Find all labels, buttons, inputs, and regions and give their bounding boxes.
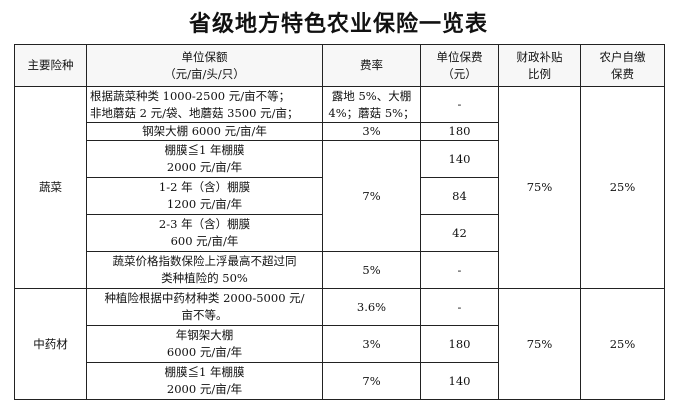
rate-cell: 3% bbox=[322, 122, 421, 141]
self-pay-herbs: 25% bbox=[580, 288, 665, 400]
rate-cell: 7% bbox=[322, 362, 421, 400]
self-pay-vegetables: 25% bbox=[580, 86, 665, 289]
rate-cell-film: 7% bbox=[322, 140, 421, 252]
header-self-pay-line2: 保费 bbox=[611, 66, 634, 81]
amount-cell: 1-2 年（含）棚膜 1200 元/亩/年 bbox=[86, 177, 323, 215]
category-vegetables: 蔬菜 bbox=[14, 86, 87, 289]
rate-cell: 3% bbox=[322, 325, 421, 363]
amount-cell: 2-3 年（含）棚膜 600 元/亩/年 bbox=[86, 214, 323, 252]
header-premium-line1: 单位保费 bbox=[436, 49, 483, 64]
insurance-table: 主要险种 单位保额 （元/亩/头/只） 费率 单位保费 （元） 财政补贴 比例 … bbox=[14, 44, 665, 400]
amount-line: 2000 元/亩/年 bbox=[166, 382, 243, 396]
amount-line: 棚膜≦1 年棚膜 bbox=[164, 365, 245, 379]
header-premium-line2: （元） bbox=[442, 66, 477, 81]
subsidy-vegetables: 75% bbox=[498, 86, 581, 289]
header-rate: 费率 bbox=[322, 44, 421, 87]
header-unit-amount-line1: 单位保额 bbox=[181, 49, 228, 64]
table-row: 中药材 种植险根据中药材种类 2000-5000 元/ 亩不等。 3.6% - … bbox=[14, 288, 665, 400]
rate-line: 4%；蘑菇 5%； bbox=[328, 105, 415, 120]
premium-cell: 84 bbox=[420, 177, 499, 215]
premium-cell: - bbox=[420, 86, 499, 123]
header-category: 主要险种 bbox=[14, 44, 87, 87]
table-row: 棚膜≦1 年棚膜 2000 元/亩/年 7% 140 bbox=[15, 140, 665, 252]
table-row: 年钢架大棚 6000 元/亩/年 3% 180 bbox=[15, 325, 665, 363]
page-title: 省级地方特色农业保险一览表 bbox=[188, 12, 488, 37]
amount-cell: 种植险根据中药材种类 2000-5000 元/ 亩不等。 bbox=[86, 288, 323, 326]
amount-line: 600 元/亩/年 bbox=[170, 234, 239, 248]
amount-cell: 棚膜≦1 年棚膜 2000 元/亩/年 bbox=[86, 362, 323, 400]
table-row: 1-2 年（含）棚膜 1200 元/亩/年 84 bbox=[15, 177, 665, 215]
header-subsidy-line1: 财政补贴 bbox=[516, 49, 563, 64]
premium-cell: 180 bbox=[420, 122, 499, 141]
amount-cell: 根据蔬菜种类 1000-2500 元/亩不等； 非地蘑菇 2 元/袋、地蘑菇 3… bbox=[86, 86, 323, 123]
amount-cell: 年钢架大棚 6000 元/亩/年 bbox=[86, 325, 323, 363]
premium-cell: 180 bbox=[420, 325, 499, 363]
table-row: 2-3 年（含）棚膜 600 元/亩/年 42 bbox=[15, 214, 665, 252]
category-herbs: 中药材 bbox=[14, 288, 87, 400]
premium-cell: 42 bbox=[420, 214, 499, 252]
rate-line: 露地 5%、大棚 bbox=[331, 88, 412, 103]
amount-line: 年钢架大棚 bbox=[175, 328, 234, 342]
rate-cell: 5% bbox=[322, 251, 421, 289]
amount-line: 1200 元/亩/年 bbox=[166, 197, 243, 211]
premium-cell: 140 bbox=[420, 362, 499, 400]
amount-line: 2000 元/亩/年 bbox=[166, 160, 243, 174]
table-row: 棚膜≦1 年棚膜 2000 元/亩/年 7% 140 bbox=[15, 362, 665, 400]
amount-line: 根据蔬菜种类 1000-2500 元/亩不等； bbox=[90, 88, 291, 103]
amount-cell: 钢架大棚 6000 元/亩/年 bbox=[86, 122, 323, 141]
header-self-pay: 农户自缴 保费 bbox=[580, 44, 665, 87]
amount-line: 非地蘑菇 2 元/袋、地蘑菇 3500 元/亩； bbox=[90, 105, 299, 120]
rate-cell: 3.6% bbox=[322, 288, 421, 326]
table-row: 蔬菜价格指数保险上浮最高不超过同 类种植险的 50% 5% - bbox=[15, 251, 665, 289]
header-unit-amount-line2: （元/亩/头/只） bbox=[164, 66, 245, 81]
amount-line: 蔬菜价格指数保险上浮最高不超过同 bbox=[112, 254, 297, 268]
amount-line: 类种植险的 50% bbox=[161, 271, 248, 285]
amount-line: 6000 元/亩/年 bbox=[166, 345, 243, 359]
amount-line: 棚膜≦1 年棚膜 bbox=[164, 143, 245, 157]
header-subsidy-line2: 比例 bbox=[528, 66, 551, 81]
amount-cell: 蔬菜价格指数保险上浮最高不超过同 类种植险的 50% bbox=[86, 251, 323, 289]
amount-line: 种植险根据中药材种类 2000-5000 元/ bbox=[104, 291, 305, 305]
amount-line: 1-2 年（含）棚膜 bbox=[158, 180, 251, 194]
premium-cell: - bbox=[420, 251, 499, 289]
header-premium: 单位保费 （元） bbox=[420, 44, 499, 87]
header-self-pay-line1: 农户自缴 bbox=[599, 49, 646, 64]
amount-line: 2-3 年（含）棚膜 bbox=[158, 217, 251, 231]
amount-line: 亩不等。 bbox=[181, 308, 228, 322]
table-row: 蔬菜 根据蔬菜种类 1000-2500 元/亩不等； 非地蘑菇 2 元/袋、地蘑… bbox=[14, 86, 665, 289]
subsidy-herbs: 75% bbox=[498, 288, 581, 400]
header-row: 主要险种 单位保额 （元/亩/头/只） 费率 单位保费 （元） 财政补贴 比例 … bbox=[14, 44, 665, 87]
rate-cell: 露地 5%、大棚 4%；蘑菇 5%； bbox=[322, 86, 421, 123]
header-unit-amount: 单位保额 （元/亩/头/只） bbox=[86, 44, 323, 87]
premium-cell: - bbox=[420, 288, 499, 326]
premium-cell: 140 bbox=[420, 140, 499, 178]
amount-cell: 棚膜≦1 年棚膜 2000 元/亩/年 bbox=[86, 140, 323, 178]
header-subsidy: 财政补贴 比例 bbox=[498, 44, 581, 87]
